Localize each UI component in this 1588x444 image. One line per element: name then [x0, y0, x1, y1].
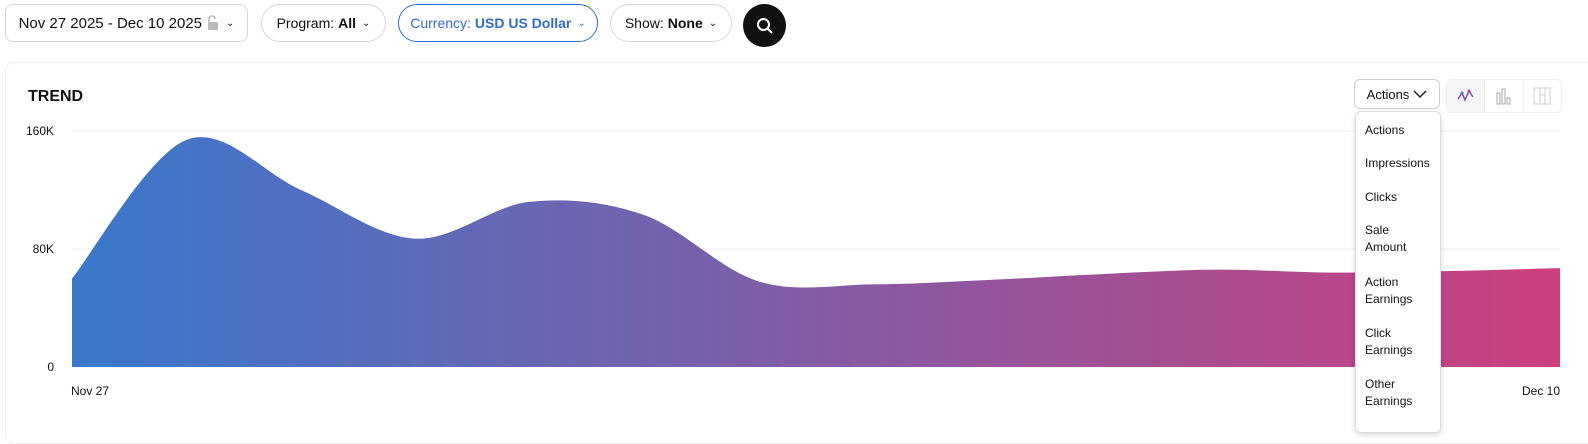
chevron-down-icon: ⌄: [708, 17, 718, 29]
metric-selected: Actions: [1366, 86, 1410, 102]
date-range-picker[interactable]: Nov 27 2025 - Dec 10 2025 ⌄: [5, 4, 248, 42]
show-label: Show:: [624, 15, 664, 31]
bar-chart-icon: [1496, 88, 1511, 105]
menu-item-impressions[interactable]: Impressions: [1365, 156, 1430, 170]
chevron-down-icon: ⌄: [362, 17, 371, 29]
search-button[interactable]: [743, 4, 786, 47]
metric-dropdown[interactable]: Actions: [1354, 79, 1440, 109]
menu-item-clicks[interactable]: Clicks: [1365, 190, 1397, 204]
line-view-button[interactable]: [1447, 80, 1486, 112]
menu-item-actions[interactable]: Actions: [1365, 123, 1405, 137]
menu-item-action-earnings[interactable]: Action Earnings: [1365, 275, 1413, 306]
bar-view-button[interactable]: [1485, 80, 1524, 112]
currency-filter[interactable]: Currency: USD US Dollar ⌄: [398, 4, 598, 42]
show-value: None: [667, 15, 703, 31]
card-title: TREND: [28, 88, 84, 105]
search-icon: [756, 17, 773, 34]
menu-item-click-earnings[interactable]: Click Earnings: [1365, 326, 1413, 357]
menu-item-sale-amount[interactable]: Sale Amount: [1365, 223, 1407, 254]
trend-card: [5, 62, 1588, 444]
metric-dropdown-menu: Actions Impressions Clicks Sale Amount A…: [1355, 111, 1441, 433]
y-tick-label: 80K: [32, 242, 54, 256]
chevron-down-icon: ⌄: [226, 17, 235, 29]
currency-value: USD US Dollar: [474, 15, 572, 31]
chevron-down-icon: ⌄: [577, 17, 586, 29]
y-tick-label: 0: [47, 360, 54, 374]
view-toggle: [1446, 79, 1562, 113]
unlock-icon: [208, 15, 219, 30]
line-chart-icon: [1457, 89, 1474, 102]
x-tick-label: Dec 10: [1522, 384, 1561, 398]
menu-item-other-earnings[interactable]: Other Earnings: [1365, 377, 1413, 408]
table-view-button[interactable]: [1524, 80, 1561, 112]
y-tick-label: 160K: [25, 124, 54, 138]
program-filter[interactable]: Program: All ⌄: [261, 4, 386, 42]
program-label: Program:: [276, 15, 335, 31]
program-value: All: [338, 15, 357, 31]
x-tick-label: Nov 27: [71, 384, 110, 398]
currency-label: Currency:: [410, 15, 471, 31]
table-icon: [1533, 87, 1551, 105]
date-range-text: Nov 27 2025 - Dec 10 2025: [18, 14, 203, 32]
chevron-down-icon: [1413, 89, 1427, 98]
show-filter[interactable]: Show: None ⌄: [610, 4, 732, 42]
